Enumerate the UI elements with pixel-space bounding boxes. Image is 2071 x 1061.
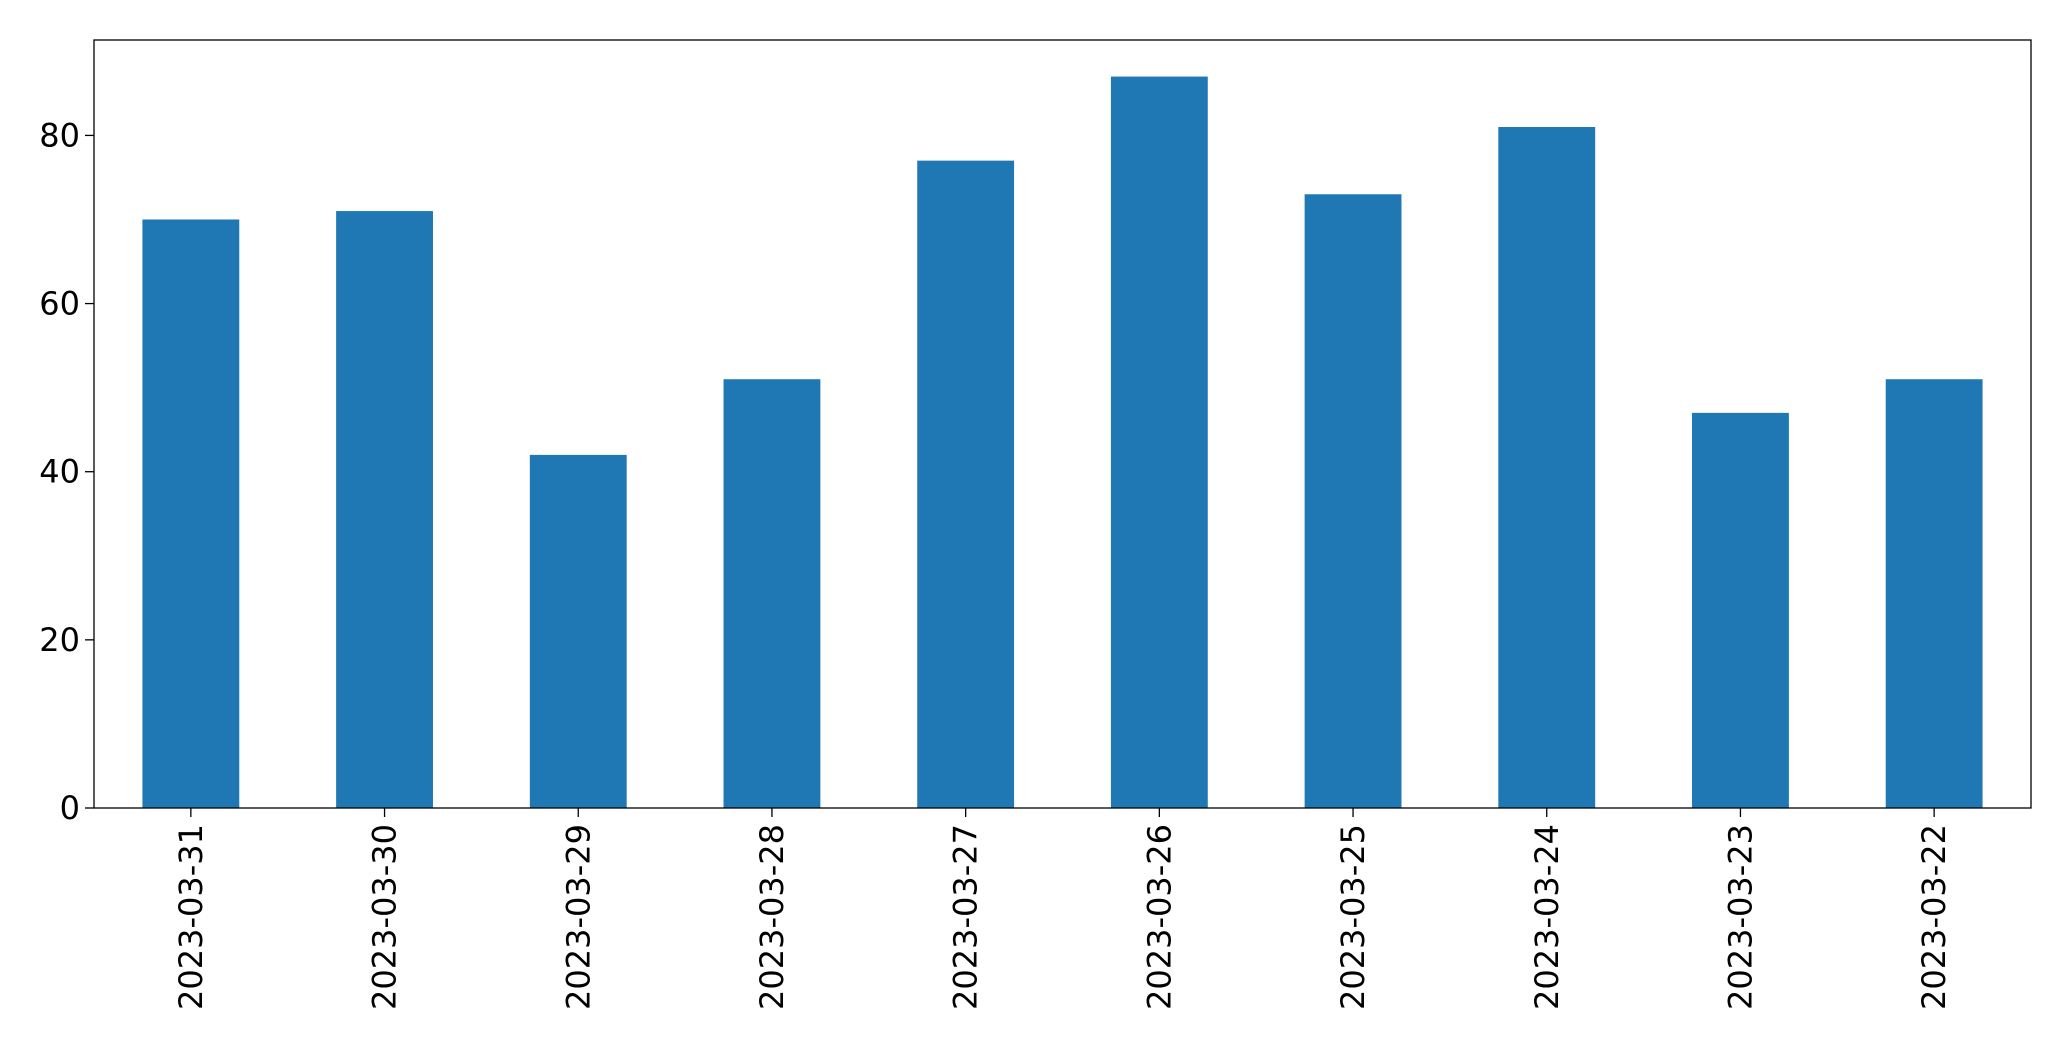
x-tick-label: 2023-03-24	[1528, 824, 1566, 1010]
y-tick-label: 40	[39, 453, 80, 491]
bar	[1692, 412, 1789, 808]
x-tick-label: 2023-03-30	[366, 824, 404, 1010]
plot-frame	[93, 39, 2032, 809]
x-tick-label: 2023-03-23	[1721, 824, 1759, 1010]
x-tick-label: 2023-03-26	[1140, 824, 1178, 1010]
x-tick-label: 2023-03-31	[172, 824, 210, 1010]
y-tick-label: 0	[60, 789, 80, 827]
bar	[1110, 76, 1208, 809]
bar	[1885, 379, 1983, 808]
x-tick-label: 2023-03-29	[559, 824, 597, 1010]
x-tick-label: 2023-03-28	[753, 824, 791, 1010]
bar	[917, 160, 1015, 808]
bar	[336, 211, 433, 808]
x-tick-label: 2023-03-27	[947, 824, 985, 1010]
y-tick-label: 80	[39, 116, 80, 154]
y-tick-label: 20	[39, 621, 80, 659]
bar	[529, 454, 627, 808]
bar	[1304, 194, 1402, 808]
y-tick-label: 60	[39, 285, 80, 323]
bar	[142, 219, 240, 808]
bar	[1498, 127, 1596, 809]
x-tick-label: 2023-03-25	[1334, 824, 1372, 1010]
bar	[723, 379, 821, 808]
x-tick-label: 2023-03-22	[1915, 824, 1953, 1010]
